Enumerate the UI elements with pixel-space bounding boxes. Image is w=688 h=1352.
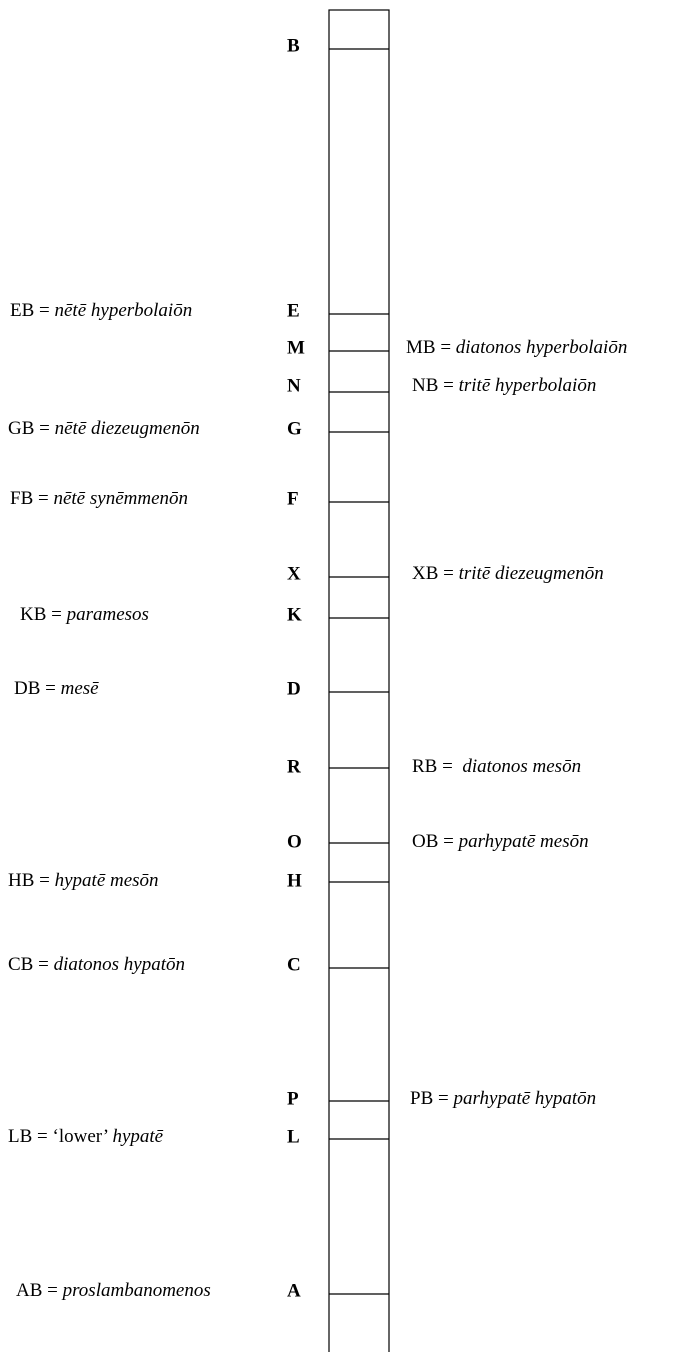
point-label: EB = nētē hyperbolaiōn — [10, 300, 192, 321]
label-lead: KB = — [20, 604, 67, 625]
label-term: diatonos hypatōn — [54, 954, 185, 975]
point-label: DB = mesē — [14, 678, 99, 699]
point-label: RB = diatonos mesōn — [412, 756, 581, 777]
label-lead: NB = — [412, 375, 459, 396]
point-letter: C — [287, 954, 301, 975]
point-label: NB = tritē hyperbolaiōn — [412, 375, 596, 396]
label-lead: XB = — [412, 563, 459, 584]
label-term: paramesos — [65, 604, 149, 625]
point-letter: D — [287, 678, 301, 699]
point-label: PB = parhypatē hypatōn — [410, 1088, 596, 1109]
point-label: XB = tritē diezeugmenōn — [412, 563, 604, 584]
label-term: tritē diezeugmenōn — [459, 563, 604, 584]
label-lead: PB = — [410, 1088, 453, 1109]
label-term: nētē diezeugmenōn — [55, 418, 200, 439]
label-term: parhypatē hypatōn — [451, 1088, 596, 1109]
point-label: CB = diatonos hypatōn — [8, 954, 185, 975]
label-term: hypatē mesōn — [55, 870, 159, 891]
label-lead: FB = — [10, 488, 53, 509]
label-lead: HB = — [8, 870, 55, 891]
label-term: proslambanomenos — [61, 1280, 211, 1301]
label-term: nētē synēmmenōn — [53, 488, 188, 509]
label-lead: DB = — [14, 678, 61, 699]
point-letter: M — [287, 337, 305, 358]
point-letter: N — [287, 375, 301, 396]
point-label: MB = diatonos hyperbolaiōn — [406, 337, 627, 358]
label-term: tritē hyperbolaiōn — [459, 375, 597, 396]
label-lead: OB = — [412, 831, 459, 852]
point-letter: X — [287, 563, 301, 584]
label-term: nētē hyperbolaiōn — [55, 300, 193, 321]
label-term: diatonos mesōn — [462, 756, 581, 777]
point-label: OB = parhypatē mesōn — [412, 831, 589, 852]
point-letter: H — [287, 870, 302, 891]
label-lead: CB = — [8, 954, 54, 975]
monochord-string — [328, 9, 390, 1352]
label-term: mesē — [61, 678, 100, 699]
point-label: FB = nētē synēmmenōn — [10, 488, 188, 509]
point-label: GB = nētē diezeugmenōn — [8, 418, 200, 439]
point-letter: P — [287, 1088, 299, 1109]
point-label: KB = paramesos — [20, 604, 149, 625]
label-term: diatonos hyperbolaiōn — [456, 337, 628, 358]
label-lead: RB = — [412, 756, 462, 777]
point-letter: F — [287, 488, 299, 509]
label-lead: GB = — [8, 418, 55, 439]
point-label: LB = ‘lower’ hypatē — [8, 1126, 164, 1147]
label-lead: MB = — [406, 337, 456, 358]
label-term: parhypatē mesōn — [457, 831, 589, 852]
label-lead: AB = — [16, 1280, 63, 1301]
point-letter: R — [287, 756, 301, 777]
point-letter: K — [287, 604, 302, 625]
point-label: HB = hypatē mesōn — [8, 870, 159, 891]
label-term: hypatē — [112, 1126, 163, 1147]
point-letter: E — [287, 300, 300, 321]
label-lead: LB = ‘lower’ — [8, 1126, 112, 1147]
point-letter: L — [287, 1126, 300, 1147]
point-letter: O — [287, 831, 302, 852]
point-label: AB = proslambanomenos — [16, 1280, 211, 1301]
point-letter: A — [287, 1280, 301, 1301]
point-letter: G — [287, 418, 302, 439]
point-letter: B — [287, 35, 300, 56]
label-lead: EB = — [10, 300, 55, 321]
